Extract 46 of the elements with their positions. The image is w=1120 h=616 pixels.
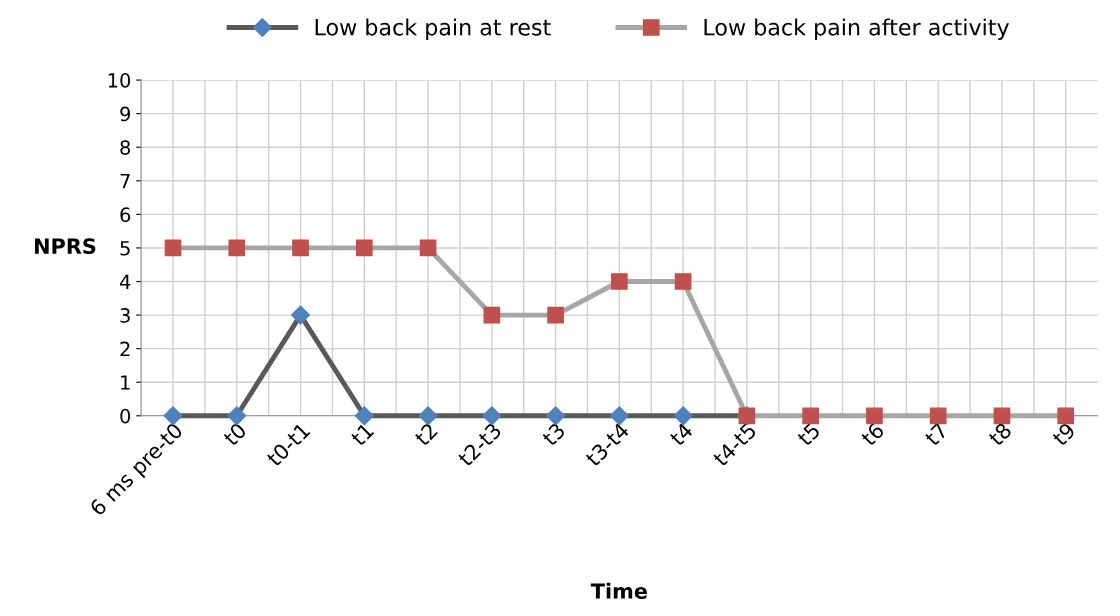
legend-label: Low back pain at rest <box>315 18 551 40</box>
x-tick-label: t1 <box>350 422 375 447</box>
y-tick-label: 4 <box>119 274 131 289</box>
point <box>355 239 373 257</box>
x-tick-label: t7 <box>923 422 949 447</box>
y-tick-label: 8 <box>120 140 131 155</box>
point <box>418 406 438 426</box>
point <box>674 273 692 290</box>
point <box>1057 407 1075 425</box>
point <box>163 406 183 426</box>
y-tick-label: 3 <box>120 308 130 323</box>
y-axis-title: NPRS <box>35 238 96 254</box>
y-tick-label: 1 <box>121 375 130 390</box>
y-tick-label: 6 <box>120 207 131 223</box>
point <box>227 406 247 426</box>
point <box>993 407 1011 425</box>
point <box>483 306 501 324</box>
y-tick-label: 5 <box>120 241 130 256</box>
point <box>419 239 437 257</box>
point <box>482 406 502 426</box>
x-tick-label: t2 <box>413 422 438 447</box>
x-tick-label: t0 <box>222 421 248 447</box>
x-tick-label: t9 <box>1051 421 1077 447</box>
x-tick-label: t8 <box>987 421 1013 447</box>
x-axis-title: Time <box>590 582 647 599</box>
y-tick-label: 10 <box>108 73 131 88</box>
x-tick-label: t3 <box>541 422 566 447</box>
point <box>292 239 309 257</box>
y-tick-label: 7 <box>120 174 130 189</box>
point <box>929 407 947 425</box>
x-tick-label: t4 <box>668 421 694 447</box>
point <box>546 406 566 426</box>
point <box>802 407 819 425</box>
y-tick-label: 0 <box>120 408 131 424</box>
point <box>866 407 883 425</box>
point <box>354 406 374 426</box>
point <box>290 305 311 325</box>
y-tick-label: 2 <box>120 341 130 357</box>
point <box>611 273 628 290</box>
point <box>547 306 564 324</box>
point <box>164 239 182 257</box>
legend-label: Low back pain after activity <box>704 18 1009 40</box>
point <box>228 239 246 257</box>
y-tick-label: 9 <box>120 106 131 122</box>
x-tick-label: t6 <box>859 421 885 447</box>
x-tick-label: t5 <box>796 422 821 447</box>
